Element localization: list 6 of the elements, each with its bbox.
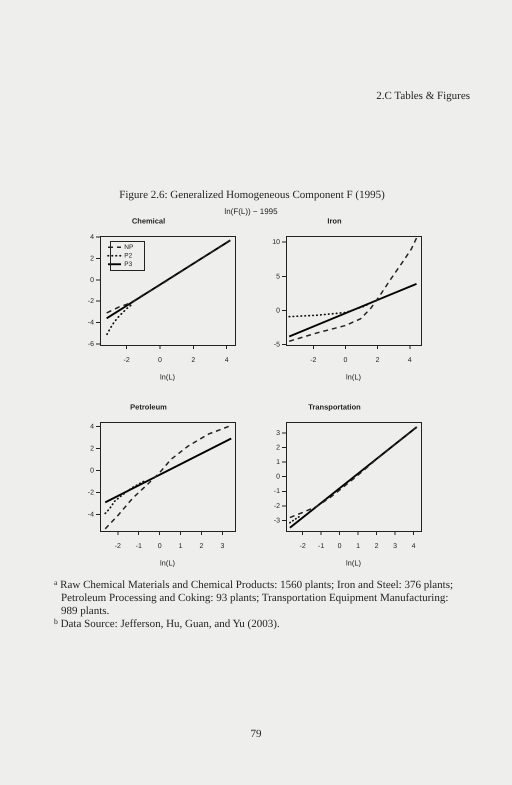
text: 2.C Tables & Figures — [376, 90, 470, 104]
text: ln(F(L)) − 1995 — [223, 207, 279, 217]
caption: Figure 2.6: Generalized Homogeneous Component F (1995) — [118, 189, 386, 202]
text: $^{b}$ Data Source: Jefferson, Hu, Guan, and Yu (2003). — [54, 616, 281, 631]
text: $^{a}$ Raw Chemical Materials and Chemical Products: 1560 plants; Iron and Steel: 376 plants; Petroleum Processing and Coking: 93 plants; Transportation Equipment Manufacturing: 989 plants. — [54, 578, 454, 618]
text: 79 — [250, 728, 262, 742]
